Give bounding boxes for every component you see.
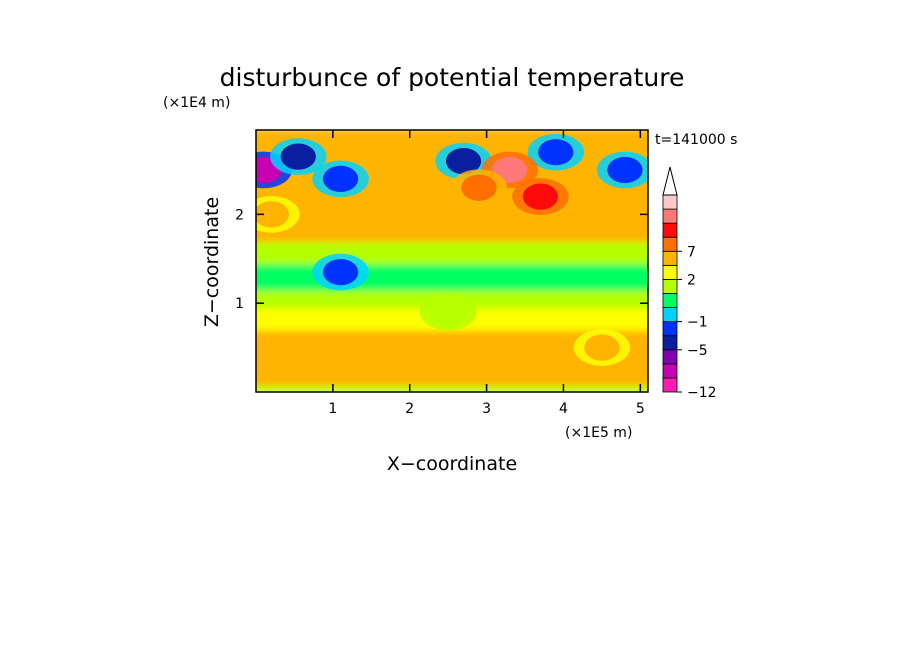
field-feature <box>445 147 482 175</box>
colorbar-tick-label: −12 <box>687 385 717 401</box>
colorbar: −12−5−127 <box>662 166 717 401</box>
chart-title: disturbunce of potential temperature <box>220 63 685 92</box>
colorbar-segment <box>662 250 678 266</box>
colorbar-extend-max <box>662 166 678 196</box>
y-tick-label: 2 <box>235 207 244 223</box>
colorbar-segment <box>662 363 678 379</box>
y-axis-title: Z−coordinate <box>201 197 223 327</box>
x-tick-label: 1 <box>328 401 337 417</box>
x-tick-label: 5 <box>636 401 645 417</box>
field-band <box>256 383 648 392</box>
colorbar-segment <box>662 236 678 252</box>
x-unit-label: (×1E5 m) <box>565 425 632 441</box>
plot-area <box>256 130 648 392</box>
field-feature <box>522 183 559 210</box>
y-axis: 12 <box>235 207 648 312</box>
field-feature <box>461 174 497 201</box>
colorbar-segment <box>662 208 678 224</box>
colorbar-segment <box>662 194 678 210</box>
x-tick-label: 2 <box>405 401 414 417</box>
colorbar-segment <box>662 307 678 323</box>
field-feature <box>322 165 359 192</box>
colorbar-segment <box>662 293 678 308</box>
time-label: t=141000 s <box>655 132 737 148</box>
y-tick-label: 1 <box>235 296 244 312</box>
x-axis-title: X−coordinate <box>387 453 517 475</box>
x-axis: 1 2 3 4 5 <box>328 130 645 417</box>
field-feature <box>322 259 359 286</box>
field-feature <box>584 334 620 361</box>
colorbar-segment <box>662 349 678 365</box>
colorbar-tick-label: −5 <box>687 343 708 359</box>
field-feature <box>430 298 466 326</box>
colorbar-tick-label: 7 <box>687 244 696 260</box>
colorbar-segment <box>662 222 678 238</box>
field-band <box>256 240 648 265</box>
colorbar-tick-label: −1 <box>687 315 708 331</box>
colorbar-segment <box>662 279 678 294</box>
y-unit-label: (×1E4 m) <box>163 95 230 111</box>
plot-frame <box>255 129 649 393</box>
field-band <box>256 195 648 220</box>
field-feature <box>538 139 574 166</box>
field-band <box>256 364 648 386</box>
x-tick-label: 3 <box>482 401 491 417</box>
field-band <box>256 262 648 291</box>
colorbar-tick-label: 2 <box>687 272 696 288</box>
field-band <box>256 217 648 243</box>
colorbar-segment <box>662 264 678 280</box>
field-feature <box>280 143 316 170</box>
field-feature <box>607 156 643 184</box>
colorbar-segment <box>662 377 678 393</box>
x-tick-label: 4 <box>559 401 568 417</box>
field-feature <box>256 201 290 228</box>
colorbar-segment <box>662 321 678 337</box>
colorbar-segment <box>662 335 678 351</box>
